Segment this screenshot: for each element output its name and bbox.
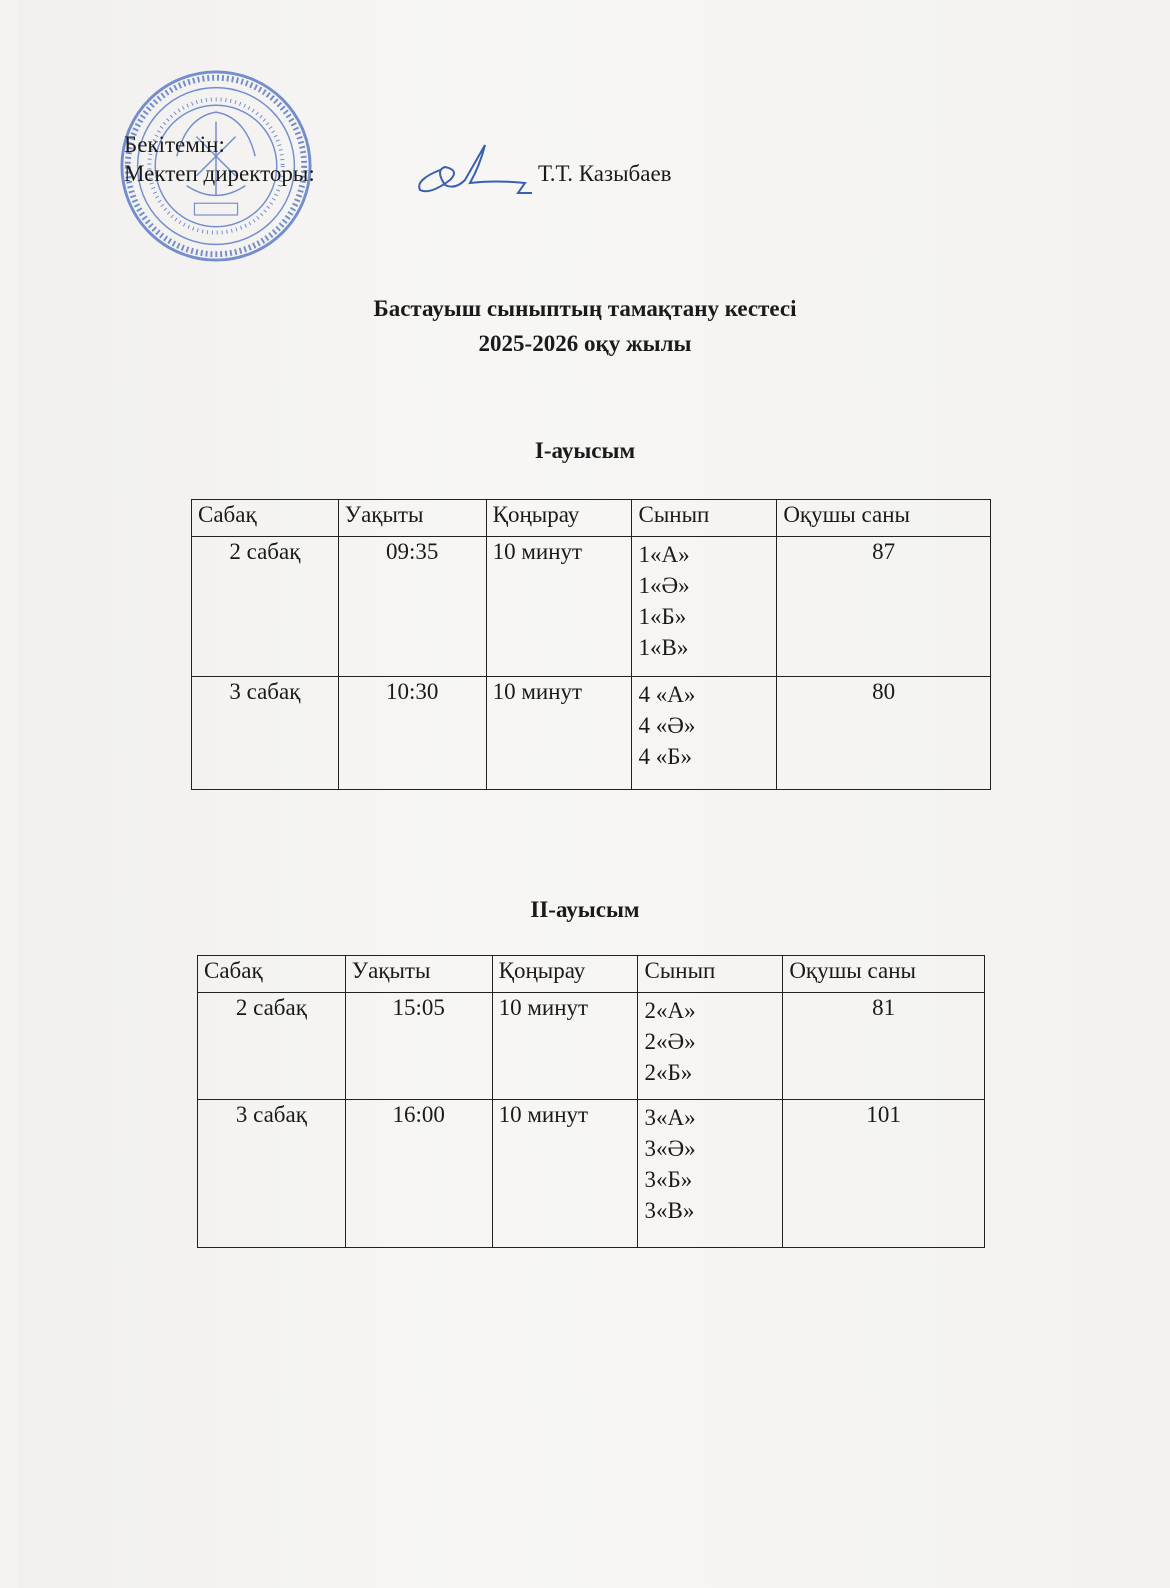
class-item: 4 «А» bbox=[638, 682, 696, 707]
column-header: Сынып bbox=[637, 955, 784, 993]
table-row: 3 сабақ 10:30 10 минут 4 «А» 4 «Ә» 4 «Б»… bbox=[191, 676, 991, 790]
students-cell: 101 bbox=[782, 1099, 985, 1248]
official-stamp bbox=[120, 70, 312, 262]
column-header: Уақыты bbox=[344, 955, 493, 993]
column-header: Сынып bbox=[631, 499, 778, 537]
class-item: 1«Б» bbox=[638, 604, 687, 629]
column-header: Сабақ bbox=[191, 499, 339, 537]
break-cell: 10 минут bbox=[485, 536, 633, 677]
students-cell: 80 bbox=[776, 676, 991, 790]
document-page bbox=[18, 0, 1170, 1588]
lesson-cell: 3 сабақ bbox=[197, 1099, 346, 1248]
table-row: 2 сабақ 15:05 10 минут 2«А» 2«Ә» 2«Б» 81 bbox=[197, 992, 985, 1100]
table-row: 3 сабақ 16:00 10 минут 3«А» 3«Ә» 3«Б» 3«… bbox=[197, 1099, 985, 1248]
break-cell: 10 минут bbox=[491, 992, 639, 1100]
column-header: Қоңырау bbox=[485, 499, 633, 537]
class-item: 1«В» bbox=[638, 635, 689, 660]
document-subtitle: 2025-2026 оқу жылы bbox=[478, 331, 692, 356]
shift-1-table: Сабақ Уақыты Қоңырау Сынып Оқушы саны 2 … bbox=[191, 499, 991, 790]
column-header: Оқушы саны bbox=[776, 499, 991, 537]
class-item: 3«Ә» bbox=[644, 1136, 696, 1161]
classes-cell: 1«А» 1«Ә» 1«Б» 1«В» bbox=[631, 536, 778, 677]
director-name: Т.Т. Казыбаев bbox=[538, 161, 672, 186]
approve-label: Бекітемін: bbox=[124, 132, 225, 157]
lesson-cell: 2 сабақ bbox=[191, 536, 339, 677]
break-cell: 10 минут bbox=[491, 1099, 639, 1248]
class-item: 4 «Ә» bbox=[638, 713, 696, 738]
class-item: 2«Б» bbox=[644, 1060, 693, 1085]
break-cell: 10 минут bbox=[485, 676, 633, 790]
shift-2-heading: II-ауысым bbox=[530, 897, 640, 922]
time-cell: 09:35 bbox=[337, 536, 487, 677]
class-item: 2«Ә» bbox=[644, 1029, 696, 1054]
table-header-row: Сабақ Уақыты Қоңырау Сынып Оқушы саны bbox=[191, 499, 991, 537]
position-label: Мектеп директоры: bbox=[124, 161, 315, 186]
shift-2-table: Сабақ Уақыты Қоңырау Сынып Оқушы саны 2 … bbox=[197, 955, 985, 1248]
table-row: 2 сабақ 09:35 10 минут 1«А» 1«Ә» 1«Б» 1«… bbox=[191, 536, 991, 677]
approval-block: Бекітемін: Мектеп директоры: Т.Т. Казыба… bbox=[124, 130, 672, 188]
class-item: 2«А» bbox=[644, 998, 696, 1023]
class-item: 1«Ә» bbox=[638, 573, 690, 598]
column-header: Қоңырау bbox=[491, 955, 639, 993]
column-header: Уақыты bbox=[337, 499, 487, 537]
document-title: Бастауыш сыныптың тамақтану кестесі bbox=[373, 296, 797, 321]
students-cell: 81 bbox=[782, 992, 985, 1100]
lesson-cell: 2 сабақ bbox=[197, 992, 346, 1100]
time-cell: 15:05 bbox=[344, 992, 493, 1100]
class-item: 1«А» bbox=[638, 542, 690, 567]
column-header: Оқушы саны bbox=[782, 955, 985, 993]
classes-cell: 4 «А» 4 «Ә» 4 «Б» bbox=[631, 676, 778, 790]
class-item: 4 «Б» bbox=[638, 744, 692, 769]
class-item: 3«В» bbox=[644, 1198, 695, 1223]
shift-1-heading: I-ауысым bbox=[534, 438, 636, 463]
classes-cell: 3«А» 3«Ә» 3«Б» 3«В» bbox=[637, 1099, 784, 1248]
class-item: 3«А» bbox=[644, 1105, 696, 1130]
class-item: 3«Б» bbox=[644, 1167, 693, 1192]
table-header-row: Сабақ Уақыты Қоңырау Сынып Оқушы саны bbox=[197, 955, 985, 993]
students-cell: 87 bbox=[776, 536, 991, 677]
lesson-cell: 3 сабақ bbox=[191, 676, 339, 790]
classes-cell: 2«А» 2«Ә» 2«Б» bbox=[637, 992, 784, 1100]
time-cell: 16:00 bbox=[344, 1099, 493, 1248]
column-header: Сабақ bbox=[197, 955, 346, 993]
time-cell: 10:30 bbox=[337, 676, 487, 790]
director-signature bbox=[418, 144, 532, 194]
